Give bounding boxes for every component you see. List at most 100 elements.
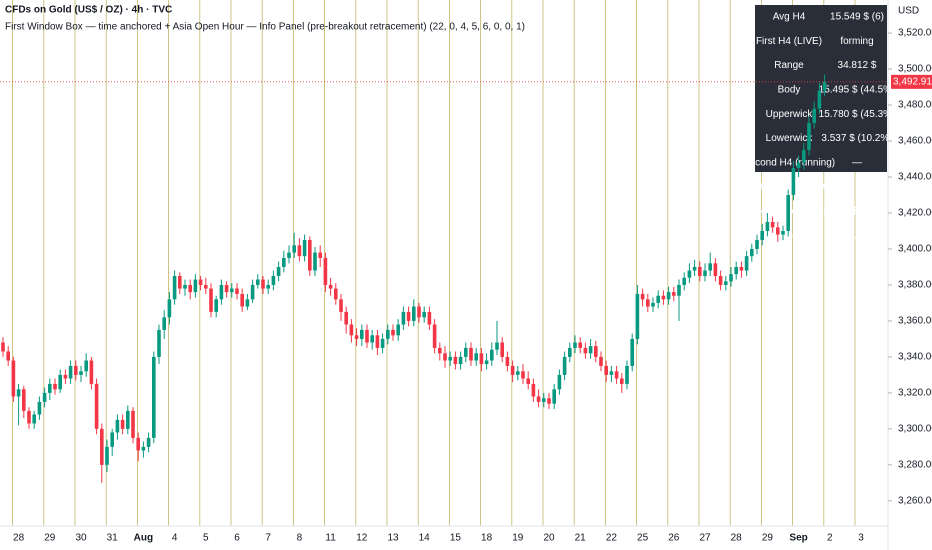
panel-value: Up [851,230,864,241]
candle-body [6,351,10,361]
candle-body [651,302,655,307]
candle-body [604,365,608,375]
candle-body [692,266,697,271]
candle-body [198,279,203,285]
candle-body [635,293,640,339]
candle-body [84,360,88,372]
y-tick-label: 3,380.000 [898,280,932,291]
candle-body [542,398,546,402]
candle-body [432,324,437,348]
last-price-box [891,74,932,89]
panel-label: Lowerwick [766,133,814,144]
candle-body [458,356,463,365]
x-tick-label: 7 [265,533,271,544]
x-tick-label: 13 [387,533,399,544]
candle-body [152,356,156,438]
candle-body [16,389,21,397]
x-tick-label: 30 [75,533,87,544]
candle-body [406,311,411,321]
candle-body [505,356,510,366]
candle-body [573,342,577,348]
candle-body [354,335,359,339]
panel-label: Second H4 (running) [743,157,835,168]
candle-body [79,371,83,375]
x-tick-label: 20 [543,533,555,544]
candle-body [240,293,244,307]
y-tick-label: 3,480.000 [898,100,932,111]
x-tick-label: 2 [827,533,833,544]
candle-body [193,279,198,293]
candle-body [188,284,192,293]
candle-body [526,378,530,384]
candle-body [162,317,166,330]
y-tick-label: 3,440.000 [898,172,932,183]
candle-body [484,360,489,365]
candle-body [588,346,593,354]
candle-body [110,432,114,447]
candle-body [178,275,182,289]
x-tick-label: 26 [668,533,680,544]
candle-body [266,284,270,289]
candle-body [167,299,172,318]
candle-body [297,245,302,257]
candle-body [755,239,759,249]
candle-body [469,347,473,361]
candle-body [724,281,728,285]
candle-body [58,374,62,390]
candle-body [1,342,5,352]
candle-body [443,353,447,361]
candle-body [734,266,738,275]
candle-body [802,150,806,163]
y-tick-label: 3,280.000 [898,459,932,470]
y-tick-label: 3,360.000 [898,316,932,327]
panel-value: — [852,157,862,168]
x-tick-label: Aug [134,533,153,544]
candle-body [812,108,816,124]
candle-body [365,329,369,343]
x-tick-label: 29 [762,533,774,544]
candle-body [105,446,109,465]
x-tick-label: 19 [512,533,524,544]
candle-body [412,306,416,321]
x-tick-label: 27 [699,533,711,544]
candle-body [146,437,151,447]
candle-body [490,349,494,361]
candle-body [672,292,676,296]
candle-body [744,256,749,271]
candle-body [396,324,400,336]
candle-body [594,346,598,357]
candle-body [131,410,135,438]
x-tick-label: 3 [858,533,864,544]
y-tick-label: 3,300.000 [898,423,932,434]
x-tick-label: 29 [44,533,56,544]
candle-body [11,360,16,397]
candle-body [453,356,458,365]
candle-body [256,279,260,285]
candle-body [344,311,348,325]
candle-body [68,365,73,379]
panel-value: forming [840,36,873,47]
x-tick-label: 18 [481,533,493,544]
candle-body [380,338,385,348]
candle-body [718,275,723,285]
last-price-label: 3,492.910 [893,76,932,87]
x-tick-label: Sep [789,533,807,544]
candle-body [126,410,130,429]
x-tick-label: 31 [107,533,119,544]
candle-body [822,81,827,91]
candle-body [599,356,603,366]
candle-body [438,347,442,354]
candle-body [427,311,432,325]
candle-body [94,383,99,429]
candle-body [245,299,250,307]
candle-body [209,288,213,312]
candle-body [620,378,624,384]
candle-body [37,401,42,415]
candle-body [739,266,744,271]
candle-body [703,270,707,276]
candle-body [614,371,619,379]
panel-value: 4.595 $ (13.2%) [821,182,892,193]
candle-body [474,353,478,361]
candle-body [349,324,354,336]
panel-label: Breakout Dir [761,230,817,241]
